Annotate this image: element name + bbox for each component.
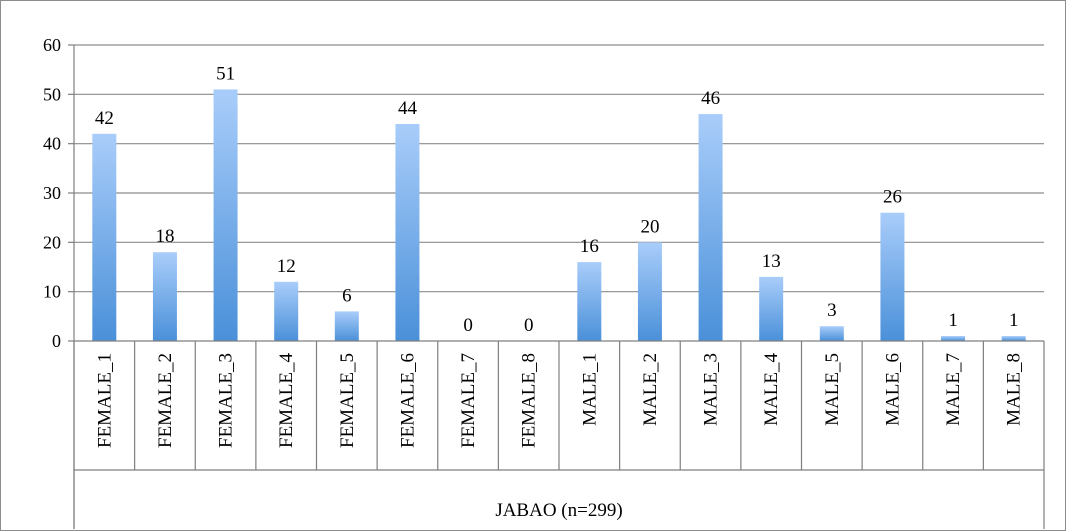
category-label: MALE_3 [701, 353, 722, 426]
category-label: MALE_5 [822, 353, 843, 426]
y-tick-label: 50 [43, 84, 61, 104]
data-label: 44 [398, 98, 418, 119]
bar [395, 123, 420, 341]
category-label: FEMALE_2 [155, 353, 176, 448]
bar [152, 252, 177, 341]
data-label: 1 [1009, 310, 1019, 331]
bar [880, 212, 905, 341]
data-label: 18 [155, 226, 174, 247]
group-label: JABAO (n=299) [495, 500, 622, 521]
category-label: MALE_7 [943, 353, 964, 426]
data-label: 42 [95, 108, 114, 129]
bar [274, 281, 299, 341]
data-label: 46 [701, 88, 720, 109]
bars [92, 89, 1026, 342]
category-label: FEMALE_1 [94, 353, 115, 448]
category-label: FEMALE_7 [458, 353, 479, 448]
data-label: 0 [463, 315, 473, 336]
bar [92, 133, 117, 341]
data-label: 13 [762, 251, 781, 272]
bar [819, 326, 844, 341]
data-label: 3 [827, 300, 837, 321]
data-label: 12 [277, 256, 296, 277]
axes [68, 44, 1045, 529]
bar [213, 89, 238, 342]
category-label: FEMALE_3 [216, 353, 237, 448]
category-label: MALE_8 [1004, 353, 1025, 426]
data-label: 51 [216, 63, 235, 84]
category-label: FEMALE_6 [397, 353, 418, 448]
category-label: MALE_6 [882, 353, 903, 426]
data-label: 20 [640, 216, 659, 237]
y-tick-label: 0 [52, 331, 61, 351]
category-label: MALE_4 [761, 353, 782, 426]
bar [759, 276, 784, 341]
category-label: FEMALE_4 [276, 353, 297, 449]
bar [941, 336, 966, 341]
bar [637, 242, 662, 341]
y-tick-label: 60 [43, 35, 61, 55]
data-label: 1 [948, 310, 958, 331]
y-tick-label: 10 [43, 282, 61, 302]
y-tick-label: 20 [43, 232, 61, 252]
bar [577, 262, 602, 341]
data-label: 16 [580, 236, 599, 257]
bar [1001, 336, 1026, 341]
bar [334, 311, 359, 341]
data-label: 26 [883, 187, 902, 208]
data-label: 6 [342, 285, 352, 306]
category-label: MALE_2 [640, 353, 661, 426]
data-label: 0 [524, 315, 534, 336]
y-tick-label: 30 [43, 183, 61, 203]
bar [698, 114, 723, 341]
category-label: FEMALE_5 [337, 353, 358, 448]
category-label: MALE_1 [579, 353, 600, 426]
labels: 010203040506042FEMALE_118FEMALE_251FEMAL… [43, 35, 1025, 521]
category-label: FEMALE_8 [519, 353, 540, 448]
y-tick-label: 40 [43, 134, 61, 154]
